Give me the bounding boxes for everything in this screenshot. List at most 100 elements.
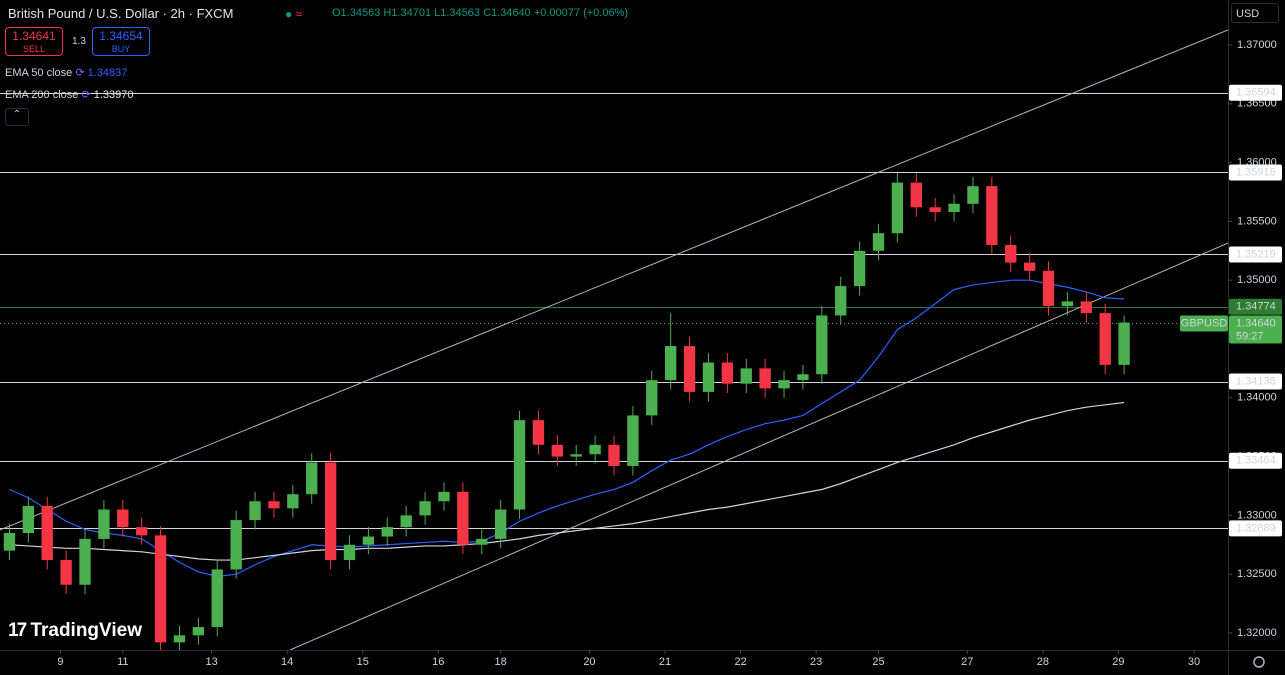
candle-body [1099,313,1111,365]
candle-body [324,462,337,561]
level-label-box [1229,373,1282,390]
candle-body [910,182,922,208]
candle-body [797,374,809,381]
x-tick-label: 29 [1112,656,1124,668]
ema-line [9,279,1125,578]
last-price-box [1229,315,1282,344]
candle-body [1061,301,1074,307]
x-tick-label: 28 [1037,656,1049,668]
candle-body [192,627,205,636]
symbol-tag [1180,315,1228,332]
x-tick-label: 22 [734,656,746,668]
candle-body [891,182,904,234]
y-tick-label: 1.35000 [1237,274,1277,286]
candle-body [948,203,960,213]
indicator-name: EMA 50 close [5,67,73,79]
candle-body [872,233,885,251]
status-icons: ● ≈ [285,7,303,21]
sell-price: 1.34641 [12,29,56,43]
candle-body [570,454,582,457]
level-label: 1.35219 [1236,248,1276,260]
x-tick-label: 14 [281,656,293,668]
x-tick-label: 18 [495,656,507,668]
candle-body [759,368,771,389]
x-tick-label: 15 [357,656,369,668]
x-tick-label: 25 [872,656,884,668]
candle-body [211,569,223,628]
candle-body [853,250,866,287]
level-label: 1.32889 [1236,522,1276,534]
candle-body [494,509,507,539]
candle-body [967,186,979,204]
candle-body [287,494,299,509]
candle-body [400,515,412,528]
candle-body [986,186,998,245]
logo: 17 TradingView [8,620,142,641]
x-tick-label: 23 [810,656,822,668]
level-label-box [1229,164,1282,181]
candle-body [173,635,186,643]
candle-body [1080,301,1092,314]
candle-body [230,520,242,570]
trendline [0,29,1228,531]
candle-body [778,380,790,389]
level-label-box [1229,452,1282,469]
x-tick-label: 9 [57,656,63,668]
candle-body [646,380,658,416]
candle-body [476,538,488,545]
sell-label: SELL [22,44,46,54]
candle-body [1005,244,1017,263]
candle-body [381,527,393,537]
level-label-box [1229,246,1282,263]
level-label-box [1229,84,1282,101]
candle-body [532,420,545,445]
settings-icon[interactable] [1253,656,1265,668]
candle-body [513,420,526,510]
level-label: 1.36594 [1236,87,1276,99]
level-label-box [1229,298,1282,315]
candle-body [457,491,469,545]
candle-body [702,362,715,392]
y-tick-label: 1.32500 [1237,568,1277,580]
indicator-legend[interactable]: EMA 50 close ⟳ 1.34837 [5,67,128,79]
x-tick-label: 30 [1188,656,1200,668]
candle-body [608,444,620,466]
candle-body [438,491,450,502]
sell-button[interactable]: 1.34641 SELL [5,27,63,56]
level-label: 1.35916 [1236,166,1276,178]
level-label-box [1229,520,1282,537]
candle-body [79,538,91,585]
buy-button[interactable]: 1.34654 BUY [92,27,150,56]
candle-body [419,501,431,516]
y-tick-label: 1.32000 [1237,627,1277,639]
indicator-value: 1.34837 [87,67,128,79]
candle-body [1118,322,1130,365]
logo-text: TradingView [30,620,142,641]
candle-body [343,544,356,561]
x-tick-label: 16 [432,656,444,668]
candle-body [665,346,677,381]
x-tick-label: 20 [583,656,595,668]
candle-body [22,505,35,534]
candle-body [249,501,261,521]
collapse-button[interactable]: ⌃ [5,108,29,126]
candle-body [41,505,53,561]
candle-body [362,536,375,545]
x-tick-label: 27 [961,656,973,668]
currency-selector[interactable]: USD [1231,3,1279,23]
y-tick-label: 1.35500 [1237,215,1277,227]
candle-body [1023,262,1036,271]
symbol-title[interactable]: British Pound / U.S. Dollar · 2h · FXCM [8,6,234,21]
spread: 1.3 [72,36,86,47]
candle-body [721,362,734,384]
countdown: 59:27 [1236,330,1264,342]
level-label: 1.34774 [1236,301,1276,313]
candle-body [1042,270,1055,307]
candle-body [268,501,280,509]
plot-area [0,29,1228,650]
candle-body [929,207,941,213]
indicator-legend[interactable]: EMA 200 close ⟳ 1.33970 [5,89,134,101]
